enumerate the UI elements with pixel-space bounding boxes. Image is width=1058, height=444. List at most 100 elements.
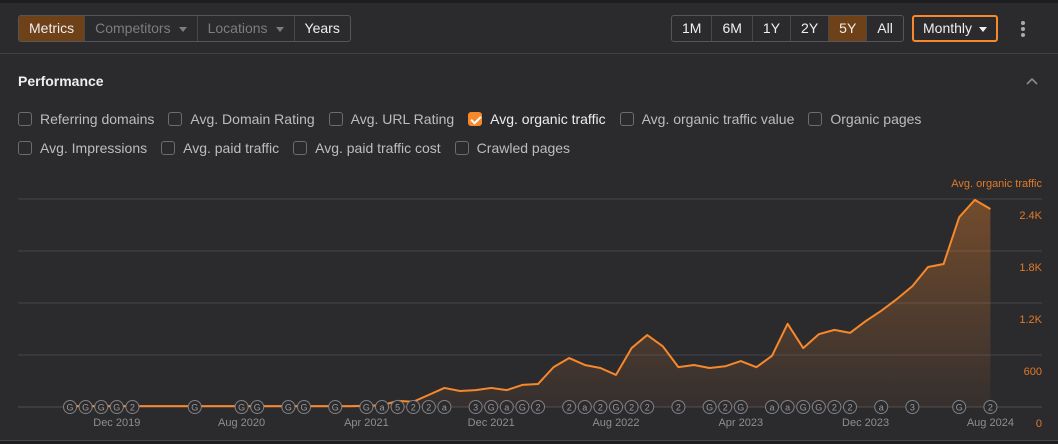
annotation-label: 2: [130, 403, 135, 413]
annotation-marker: a: [499, 400, 514, 414]
range-2y[interactable]: 2Y: [791, 16, 830, 41]
annotation-circle[interactable]: [484, 400, 499, 414]
annotation-circle[interactable]: [640, 400, 655, 414]
annotation-label: a: [769, 403, 774, 413]
range-1y[interactable]: 1Y: [753, 16, 792, 41]
annotation-circle[interactable]: [281, 400, 296, 414]
checkbox-avg-paid-traffic[interactable]: Avg. paid traffic: [161, 140, 279, 156]
annotation-marker: G: [328, 400, 343, 414]
annotation-circle[interactable]: [811, 400, 826, 414]
tab-competitors[interactable]: Competitors: [85, 16, 198, 41]
annotation-marker: G: [78, 400, 93, 414]
annotation-circle[interactable]: [952, 400, 967, 414]
annotation-circle[interactable]: [499, 400, 514, 414]
annotation-circle[interactable]: [702, 400, 717, 414]
annotation-circle[interactable]: [63, 400, 77, 414]
annotation-circle[interactable]: [531, 400, 545, 414]
annotation-marker: a: [765, 400, 779, 414]
annotation-circle[interactable]: [780, 400, 795, 414]
kebab-vertical-icon[interactable]: [1019, 21, 1027, 39]
checkbox-box[interactable]: [293, 141, 308, 155]
annotation-circle[interactable]: [671, 400, 686, 414]
x-tick-label: Aug 2024: [967, 417, 1014, 429]
y-axis-title: Avg. organic traffic: [951, 178, 1042, 190]
annotation-marker: G: [609, 400, 623, 414]
tab-metrics[interactable]: Metrics: [19, 16, 86, 41]
annotation-circle[interactable]: [187, 400, 202, 414]
annotation-marker: 3: [905, 400, 920, 414]
annotation-circle[interactable]: [874, 400, 889, 414]
annotation-circle[interactable]: [593, 400, 608, 414]
annotation-circle[interactable]: [468, 400, 483, 414]
interval-dropdown[interactable]: Monthly: [912, 15, 998, 42]
annotation-circle[interactable]: [125, 400, 140, 414]
annotation-circle[interactable]: [624, 400, 639, 414]
tab-years[interactable]: Years: [295, 16, 350, 41]
y-tick-label: 1.2K: [1019, 314, 1042, 326]
annotation-label: G: [800, 403, 807, 413]
annotation-circle[interactable]: [515, 400, 530, 414]
annotation-circle[interactable]: [297, 400, 311, 414]
checkbox-avg-url-rating[interactable]: Avg. URL Rating: [328, 111, 454, 127]
range-all[interactable]: All: [877, 20, 893, 36]
annotation-label: 5: [395, 403, 400, 413]
checkbox-box[interactable]: [161, 141, 176, 155]
checkbox-box[interactable]: [18, 112, 32, 126]
annotation-circle[interactable]: [94, 400, 109, 414]
annotation-circle[interactable]: [765, 400, 779, 414]
annotation-circle[interactable]: [375, 400, 389, 414]
annotation-circle[interactable]: [250, 400, 265, 414]
annotation-circle[interactable]: [577, 400, 592, 414]
annotation-circle[interactable]: [328, 400, 343, 414]
range-1m[interactable]: 1M: [672, 16, 713, 41]
checkbox-box[interactable]: [168, 112, 183, 126]
annotation-label: G: [285, 403, 292, 413]
annotation-marker: G: [359, 400, 374, 414]
annotation-marker: G: [733, 400, 748, 414]
annotation-label: 2: [988, 403, 993, 413]
annotation-circle[interactable]: [843, 400, 857, 414]
annotation-marker: G: [796, 400, 811, 414]
annotation-label: G: [66, 403, 73, 413]
x-tick-label: Dec 2021: [468, 417, 515, 429]
checkbox-box[interactable]: [619, 112, 634, 126]
chevron-up-icon[interactable]: [1026, 75, 1038, 87]
annotation-marker: G: [187, 400, 202, 414]
annotation-circle[interactable]: [609, 400, 623, 414]
checkbox-avg-organic-traffic-value[interactable]: Avg. organic traffic value: [619, 111, 795, 127]
range-6m[interactable]: 6M: [712, 16, 753, 41]
annotation-circle[interactable]: [359, 400, 374, 414]
annotation-circle[interactable]: [905, 400, 920, 414]
annotation-circle[interactable]: [109, 400, 124, 414]
checkbox-box[interactable]: [18, 141, 32, 155]
checkbox-avg-paid-traffic-cost[interactable]: Avg. paid traffic cost: [293, 140, 441, 156]
annotation-circle[interactable]: [733, 400, 748, 414]
annotation-circle[interactable]: [390, 400, 405, 414]
annotation-circle[interactable]: [827, 400, 842, 414]
annotation-circle[interactable]: [718, 400, 733, 414]
annotation-circle[interactable]: [437, 400, 452, 414]
annotation-circle[interactable]: [406, 400, 421, 414]
annotation-circle[interactable]: [562, 400, 577, 414]
annotation-label: G: [191, 403, 198, 413]
checkbox-avg-impressions[interactable]: Avg. Impressions: [18, 140, 147, 156]
annotation-circle[interactable]: [78, 400, 93, 414]
checkbox-box[interactable]: [328, 112, 343, 126]
tab-locations[interactable]: Locations: [198, 16, 295, 41]
checkbox-avg-domain-rating[interactable]: Avg. Domain Rating: [168, 111, 315, 127]
checkbox-checked[interactable]: [468, 112, 483, 126]
range-5y[interactable]: 5Y: [829, 16, 868, 41]
checkbox-organic-pages[interactable]: Organic pages: [808, 111, 921, 127]
annotation-circle[interactable]: [234, 400, 249, 414]
checkbox-avg-organic-traffic[interactable]: Avg. organic traffic: [468, 111, 606, 127]
checkbox-label: Avg. organic traffic value: [641, 111, 795, 127]
annotation-label: G: [332, 403, 339, 413]
annotation-circle[interactable]: [796, 400, 811, 414]
checkbox-referring-domains[interactable]: Referring domains: [18, 111, 154, 127]
annotation-circle[interactable]: [421, 400, 436, 414]
annotation-marker: G: [484, 400, 499, 414]
checkbox-crawled-pages[interactable]: Crawled pages: [454, 140, 570, 156]
annotation-circle[interactable]: [983, 400, 998, 414]
checkbox-box[interactable]: [808, 112, 823, 126]
checkbox-box[interactable]: [454, 141, 469, 155]
